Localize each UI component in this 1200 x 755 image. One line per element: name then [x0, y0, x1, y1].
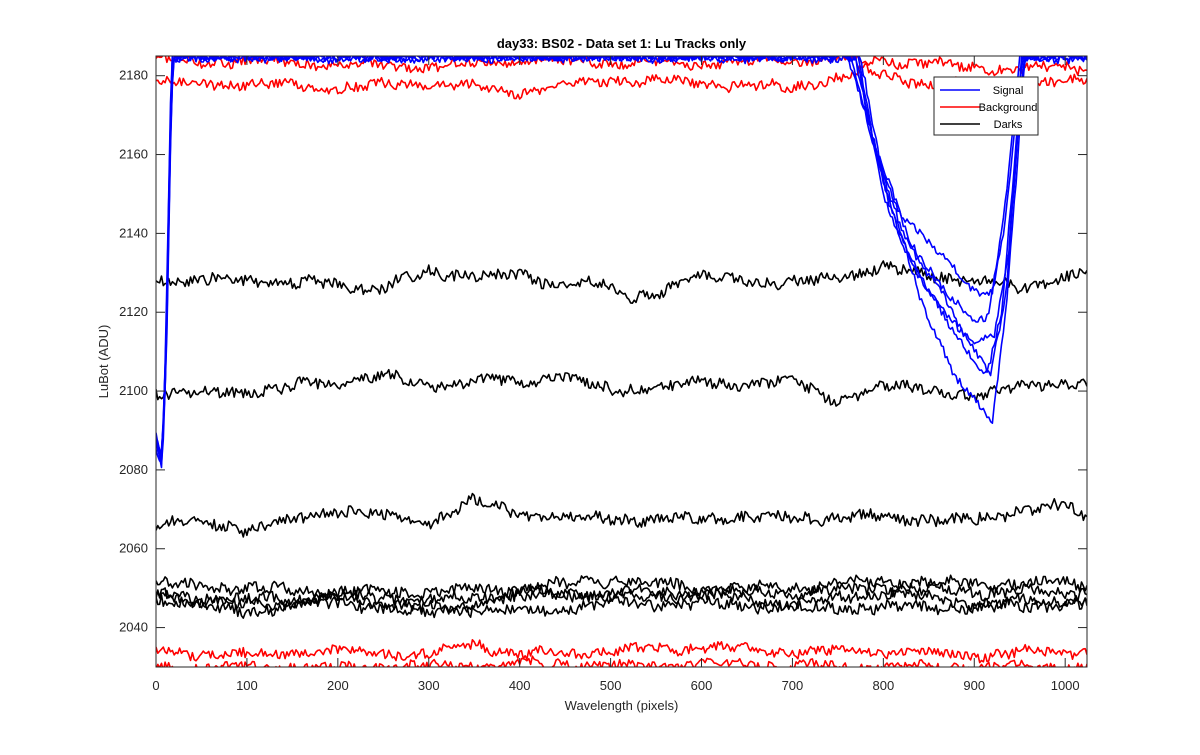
series-line-background — [156, 655, 1087, 667]
y-tick-label: 2140 — [119, 225, 148, 240]
y-axis-label: LuBot (ADU) — [96, 325, 111, 399]
plot-area — [156, 56, 1087, 667]
series-line-darks — [156, 594, 1087, 618]
series-line-signal — [156, 56, 1087, 456]
x-tick-label: 0 — [152, 678, 159, 693]
series-line-background — [156, 62, 1087, 100]
y-tick-label: 2180 — [119, 68, 148, 83]
series-layer — [156, 56, 1087, 667]
x-tick-label: 500 — [600, 678, 622, 693]
series-line-darks — [156, 583, 1087, 619]
x-tick-label: 900 — [963, 678, 985, 693]
y-tick-label: 2080 — [119, 462, 148, 477]
x-tick-label: 300 — [418, 678, 440, 693]
y-axis: 2040 2060 2080 2100 2120 2140 2160 2180 — [119, 68, 1087, 635]
series-line-signal — [156, 56, 1087, 461]
x-axis-label: Wavelength (pixels) — [565, 698, 679, 713]
y-tick-label: 2100 — [119, 383, 148, 398]
chart-title: day33: BS02 - Data set 1: Lu Tracks only — [497, 36, 747, 51]
legend-box — [933, 76, 1039, 136]
x-tick-label: 600 — [691, 678, 713, 693]
x-tick-label: 800 — [872, 678, 894, 693]
y-tick-label: 2040 — [119, 620, 148, 635]
series-line-darks — [156, 260, 1087, 304]
series-line-signal — [156, 56, 1084, 465]
x-tick-label: 200 — [327, 678, 349, 693]
legend-label: Background — [979, 102, 1038, 114]
series-line-darks — [156, 368, 1087, 407]
y-tick-label: 2160 — [119, 147, 148, 162]
legend-label: Darks — [994, 119, 1023, 131]
series-line-darks — [156, 492, 1087, 538]
x-tick-label: 100 — [236, 678, 258, 693]
x-axis: 0 100 200 300 400 500 600 700 800 900 1000 — [152, 56, 1080, 693]
x-tick-label: 700 — [782, 678, 804, 693]
series-line-signal — [156, 56, 1087, 469]
x-tick-label: 1000 — [1051, 678, 1080, 693]
series-line-darks — [156, 574, 1087, 601]
x-tick-label: 400 — [509, 678, 531, 693]
plot-frame — [155, 55, 1088, 668]
legend-label: Signal — [993, 85, 1024, 97]
legend: Signal Background Darks — [933, 76, 1039, 136]
series-line-background — [156, 639, 1087, 664]
y-tick-label: 2120 — [119, 304, 148, 319]
y-tick-label: 2060 — [119, 541, 148, 556]
